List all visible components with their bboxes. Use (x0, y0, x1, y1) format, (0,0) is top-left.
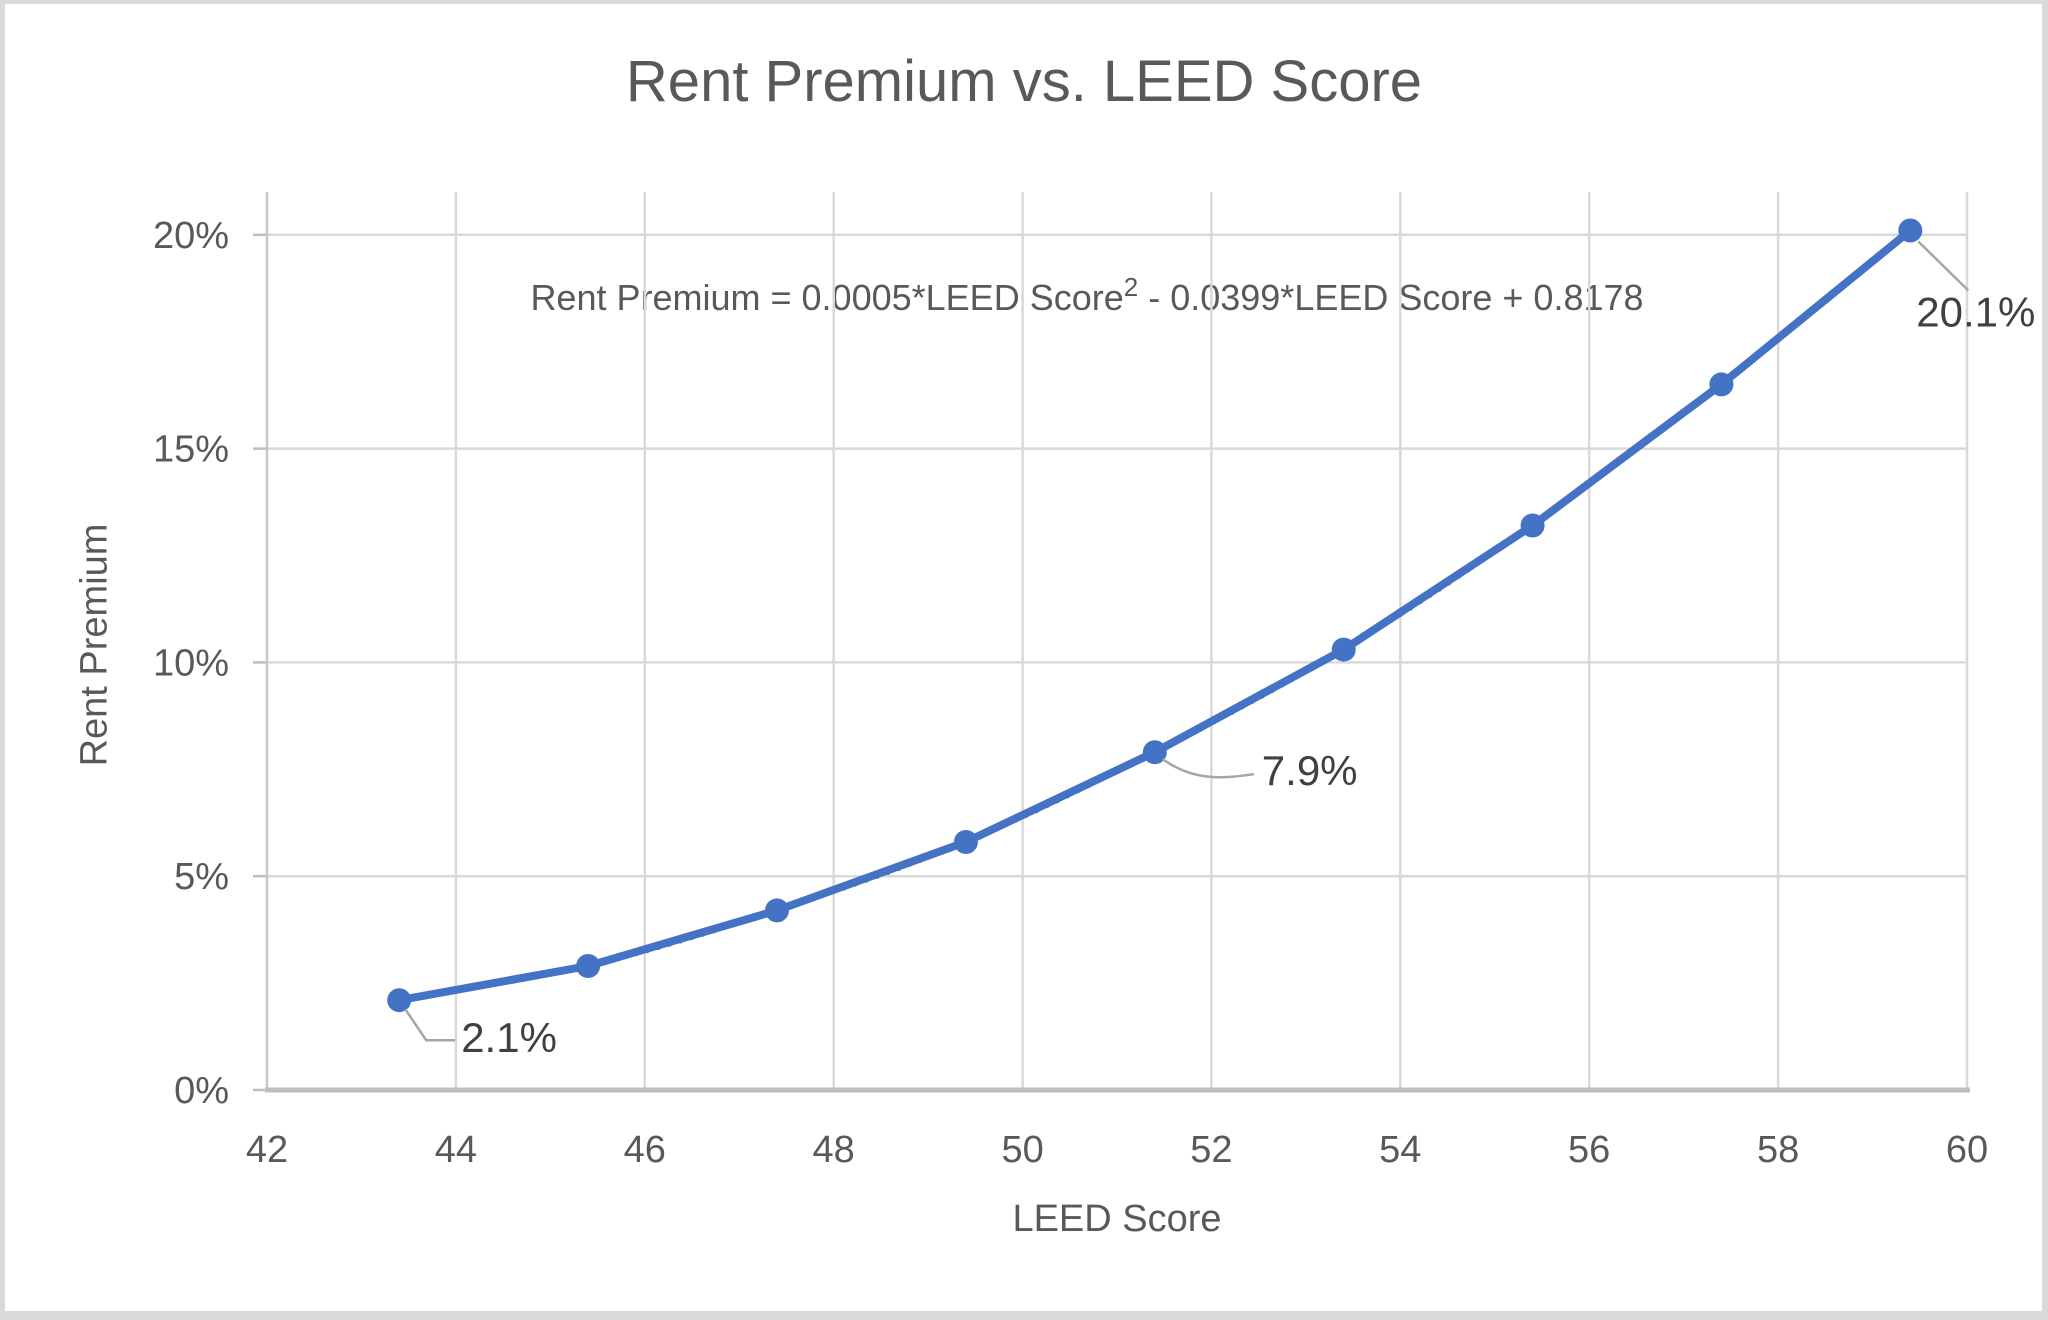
equation-superscript: 2 (1123, 272, 1139, 302)
series-line (395, 226, 1915, 1005)
data-point-marker (1709, 372, 1734, 397)
data-point-marker (576, 954, 601, 978)
window-border-bottom (0, 1311, 2048, 1320)
data-point-marker (1331, 637, 1356, 662)
x-tick-label: 52 (1190, 1129, 1232, 1171)
chart-title: Rent Premium vs. LEED Score (625, 49, 1423, 114)
trendline-equation: Rent Premium = 0.0005*LEED Score2 - 0.03… (267, 272, 1907, 319)
x-tick-label: 46 (624, 1129, 666, 1171)
data-point-marker (1898, 218, 1923, 243)
equation-suffix: - 0.0399*LEED Score + 0.8178 (1138, 277, 1644, 318)
x-axis-title: LEED Score (1012, 1198, 1222, 1240)
equation-prefix: Rent Premium = 0.0005*LEED Score (530, 277, 1124, 318)
data-point-marker (765, 898, 789, 923)
data-label-leader (1917, 240, 1970, 292)
data-label: 7.9% (1262, 747, 1358, 794)
x-tick-label: 42 (246, 1129, 288, 1171)
trendline (396, 228, 1913, 1003)
data-point-marker (1520, 513, 1545, 538)
x-tick-label: 58 (1757, 1129, 1799, 1171)
data-point-marker (953, 830, 978, 854)
x-tick-label: 60 (1946, 1129, 1988, 1171)
window-border-top (0, 0, 2048, 4)
data-point-marker (1142, 740, 1167, 765)
y-tick-label: 10% (153, 642, 229, 684)
y-tick-label: 15% (153, 429, 229, 471)
x-tick-label: 56 (1568, 1129, 1610, 1171)
x-tick-label: 54 (1379, 1129, 1421, 1171)
window-border-right (2042, 0, 2048, 1320)
y-tick-label: 20% (153, 215, 229, 257)
data-label-leader (404, 1008, 456, 1042)
data-label-leader (1162, 758, 1254, 779)
data-point-marker (387, 988, 412, 1013)
y-tick-label: 5% (174, 856, 229, 898)
y-tick-label: 0% (174, 1070, 229, 1112)
x-tick-label: 44 (435, 1129, 477, 1171)
x-tick-label: 50 (1001, 1129, 1043, 1171)
x-tick-label: 48 (813, 1129, 855, 1171)
data-label: 20.1% (1916, 289, 2035, 336)
data-label: 2.1% (461, 1014, 557, 1061)
window-border-left (0, 0, 5, 1320)
